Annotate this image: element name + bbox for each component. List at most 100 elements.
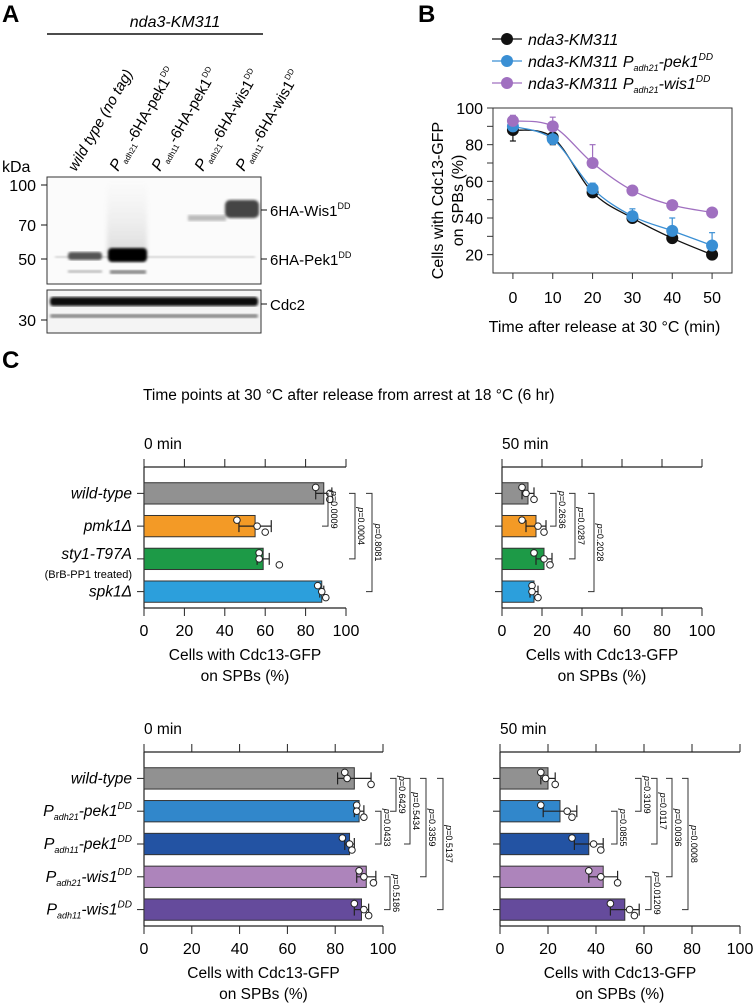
- replicate-point: [311, 483, 320, 492]
- p-value-label: p=0.0855: [618, 808, 628, 847]
- p-value-label: p=0.5137: [444, 824, 454, 863]
- replicate-point: [360, 873, 368, 881]
- strain-header: nda3-KM311: [130, 14, 220, 31]
- marker-30: 30: [18, 313, 36, 330]
- x-tick-label: 40: [216, 623, 234, 640]
- category-label: Padh11-wis1DD: [46, 900, 132, 921]
- lane-label-sup: DD: [242, 66, 256, 81]
- p-symbol: p: [356, 506, 366, 512]
- p-symbol: p: [397, 775, 407, 781]
- replicate-point: [518, 483, 526, 492]
- p-value-label: p=0.0004: [356, 506, 366, 545]
- legend-main: nda3-KM311: [528, 32, 618, 49]
- replicate-point: [360, 813, 368, 822]
- chart-title: 50 min: [500, 721, 547, 738]
- replicate-point: [522, 489, 530, 498]
- replicate-point: [233, 516, 241, 524]
- replicate-point: [551, 780, 560, 789]
- significance-bracket: [420, 777, 427, 878]
- p-value: =0.6429: [397, 781, 407, 814]
- replicate-point: [589, 840, 598, 848]
- x-tick-label: 80: [326, 941, 344, 958]
- replicate-point: [568, 834, 576, 842]
- bar-chart-c-bottom-0min: 0 min 0 20 40 60 80 100 Cells with Cdc13-GFP on …: [43, 721, 454, 1003]
- replicate-point: [530, 549, 538, 557]
- y-axis-label: Cells with Cdc13-GFP: [430, 122, 447, 279]
- data-point: [546, 120, 559, 133]
- bar: [143, 800, 360, 823]
- x-tick-label: 40: [231, 941, 249, 958]
- replicate-point: [530, 495, 538, 504]
- replicate-point: [546, 561, 554, 569]
- x-tick-label: 60: [279, 941, 297, 958]
- category-sub: adh11: [57, 911, 81, 921]
- lane-label-main: -6HA-wis1: [249, 78, 298, 146]
- category-label: wild-type: [71, 770, 133, 787]
- replicate-point: [540, 528, 548, 536]
- legend-sub: adh21: [634, 85, 659, 95]
- bar-chart-c-bottom-50min: 50 min 0 20 40 60 80 100 Cells with Cdc13-GFP on…: [493, 721, 753, 1003]
- p-value: =0.0004: [356, 512, 366, 545]
- x-tick-label: 100: [333, 623, 360, 640]
- p-value-label: p=0.0117: [658, 792, 668, 830]
- p-value-label: p=0.0287: [576, 506, 586, 545]
- x-tick-label: 30: [624, 290, 642, 307]
- lane-labels: wild type (no tag)Padh21-6HA-pek1DDPadh1…: [65, 64, 298, 174]
- bar-chart-c-top-0min: 0 min 0 20 40 60 80 100 Cells with Cdc13-GFP on …: [45, 436, 383, 685]
- blot-top: [46, 176, 262, 285]
- legend-marker: [501, 55, 513, 67]
- bar: [143, 547, 264, 571]
- p-symbol: p: [557, 490, 567, 496]
- p-symbol: p: [427, 808, 437, 814]
- x-axis-label: Cells with Cdc13-GFP: [526, 647, 678, 664]
- x-tick-label: 100: [689, 623, 716, 640]
- significance-bracket: [404, 777, 411, 845]
- p-value: =0.0433: [382, 814, 392, 847]
- replicate-point: [563, 807, 572, 816]
- p-symbol: p: [658, 792, 668, 798]
- significance-bracket: [682, 777, 689, 911]
- legend-label: nda3-KM311: [528, 32, 618, 49]
- category-main: -wis1: [81, 902, 117, 919]
- replicate-point: [343, 774, 351, 783]
- plot-frame: [492, 107, 733, 274]
- x-tick-label: 40: [587, 941, 605, 958]
- replicate-point: [537, 768, 545, 777]
- p-value: =0.5186: [391, 879, 401, 912]
- y-tick-label: 100: [456, 101, 483, 118]
- legend-suffix: -pek1: [659, 54, 699, 71]
- mw-markers: 100 70 50 30: [9, 178, 47, 330]
- legend-sup: DD: [699, 52, 713, 63]
- x-axis-label: on SPBs (%): [558, 668, 647, 685]
- significance-bracket: [437, 777, 444, 911]
- category-prefix: P: [43, 803, 54, 820]
- category-main: spk1Δ: [89, 584, 132, 601]
- x-tick-label: 100: [370, 941, 397, 958]
- significance-bracket: [550, 492, 557, 527]
- p-value: =0.5137: [444, 830, 454, 863]
- p-value-label: p=0.0008: [689, 824, 699, 863]
- category-label: Padh21-wis1DD: [46, 867, 132, 888]
- significance-bracket: [666, 777, 673, 878]
- y-tick-label: 60: [465, 174, 483, 191]
- data-point: [666, 199, 679, 212]
- band-label-pek1: 6HA-Pek1DD: [270, 250, 352, 269]
- panel-label-c: C: [2, 347, 19, 374]
- p-value-label: p=0.5186: [391, 873, 401, 912]
- category-note: (BrB-PP1 treated): [45, 569, 132, 581]
- band-label-cdc2: Cdc2: [270, 297, 305, 314]
- significance-bracket: [611, 810, 618, 845]
- y-axis-label: on SPBs (%): [450, 155, 467, 247]
- panel-label-b: B: [418, 1, 435, 28]
- line-chart-b: 20 40 60 80 100 0 10 20 30 40 50 Time after release…: [430, 32, 733, 336]
- x-tick-label: 20: [183, 941, 201, 958]
- p-value-label: p=0.2028: [595, 523, 605, 562]
- p-value-label: p=0.0009: [329, 490, 339, 529]
- band-labels: 6HA-Wis1DD 6HA-Pek1DD Cdc2: [261, 201, 352, 314]
- lane-label-sup: DD: [200, 65, 214, 80]
- significance-bracket: [390, 777, 397, 812]
- bar-chart-c-top-50min: 50 min 0 20 40 60 80 100 Cells with Cdc13-GFP on…: [495, 436, 715, 685]
- category-label: sty1-T97A: [61, 546, 132, 563]
- chart-title: 0 min: [144, 721, 182, 738]
